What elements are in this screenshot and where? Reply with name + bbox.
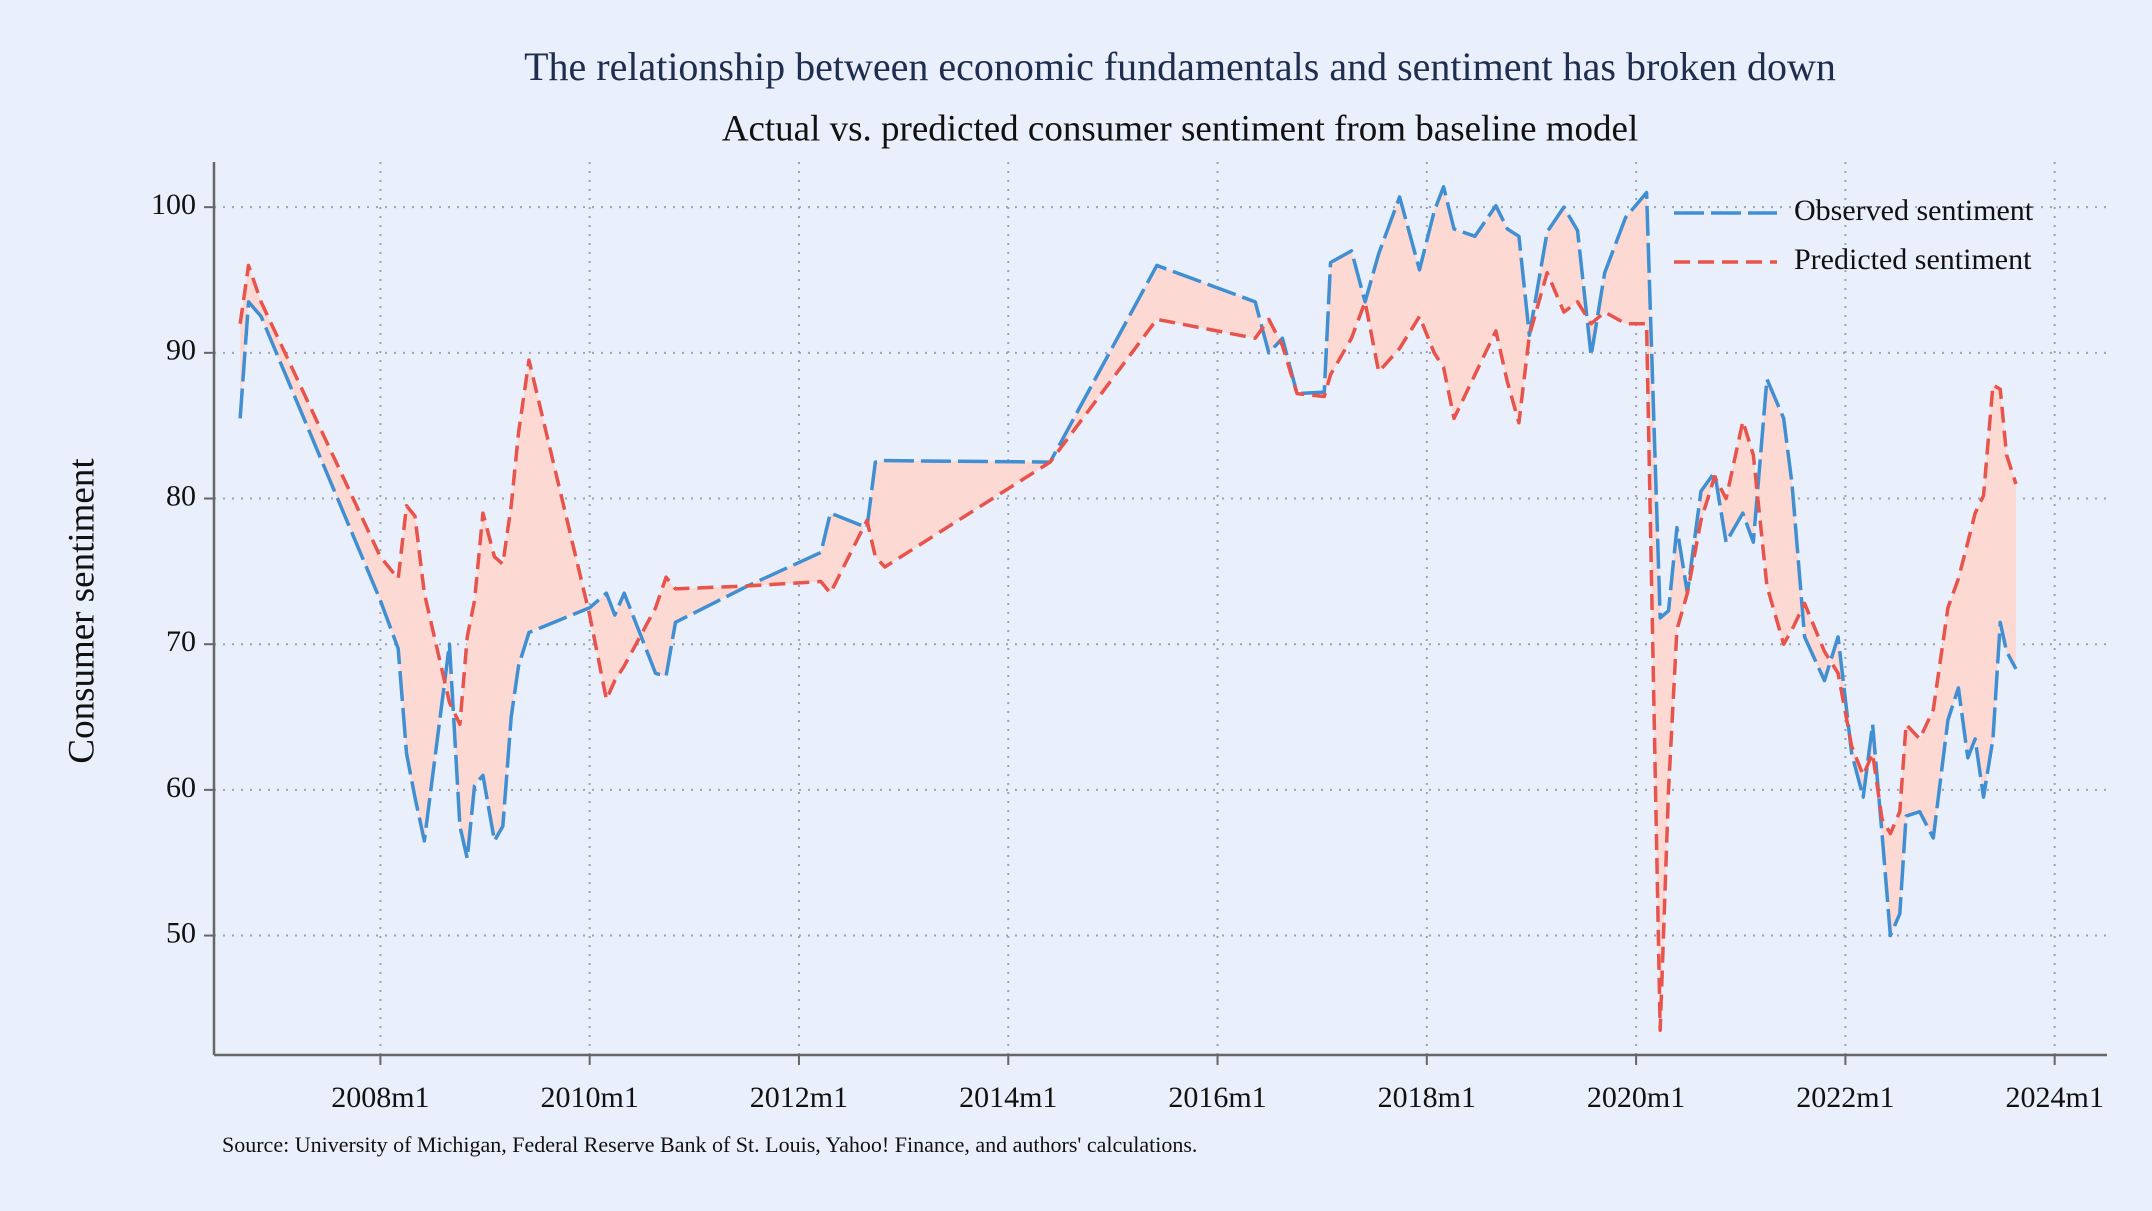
y-axis-label: Consumer sentiment — [61, 458, 102, 764]
source-note: Source: University of Michigan, Federal … — [222, 1132, 1197, 1157]
y-tick-label: 100 — [151, 188, 196, 221]
x-tick-label: 2024m1 — [2006, 1081, 2104, 1114]
chart-title: The relationship between economic fundam… — [524, 44, 1836, 89]
y-tick-label: 60 — [166, 771, 196, 804]
y-tick-label: 70 — [166, 625, 196, 658]
x-tick-label: 2012m1 — [750, 1081, 848, 1114]
x-tick-label: 2010m1 — [540, 1081, 638, 1114]
series-line — [238, 185, 2018, 938]
series-line — [238, 263, 2018, 1032]
y-tick-label: 90 — [166, 334, 196, 367]
x-tick-label: 2008m1 — [331, 1081, 429, 1114]
gap-area — [240, 186, 2016, 1031]
y-tick-label: 80 — [166, 479, 196, 512]
x-tick-label: 2014m1 — [959, 1081, 1057, 1114]
x-tick-label: 2020m1 — [1587, 1081, 1685, 1114]
legend-label: Predicted sentiment — [1794, 243, 2032, 276]
x-tick-label: 2018m1 — [1378, 1081, 1476, 1114]
x-tick-label: 2016m1 — [1168, 1081, 1266, 1114]
legend-label: Observed sentiment — [1794, 194, 2034, 227]
x-tick-label: 2022m1 — [1796, 1081, 1894, 1114]
chart-subtitle: Actual vs. predicted consumer sentiment … — [722, 108, 1639, 149]
y-tick-label: 50 — [166, 916, 196, 949]
